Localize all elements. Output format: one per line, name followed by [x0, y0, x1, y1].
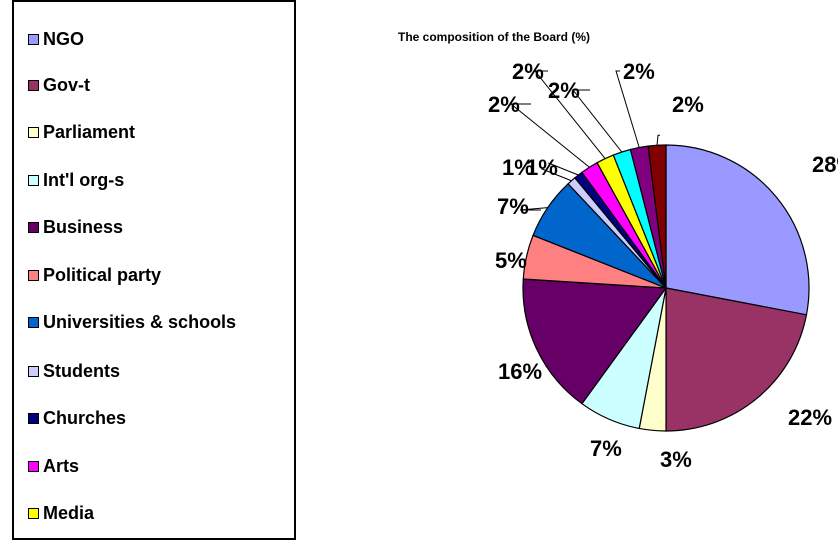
leader-line [656, 134, 661, 146]
legend-label: Churches [43, 407, 127, 428]
legend-item: Media [28, 502, 94, 524]
data-label: 2% [512, 59, 544, 84]
legend-item: Gov-t [28, 74, 90, 96]
data-label: 2% [488, 92, 520, 117]
chart-title: The composition of the Board (%) [398, 30, 590, 44]
leader-line [509, 103, 590, 168]
legend-item: NGO [28, 28, 84, 50]
legend-swatch [28, 174, 39, 186]
legend-label: Political party [43, 264, 162, 285]
data-label: 2% [548, 78, 580, 103]
legend-swatch [28, 126, 39, 138]
legend-swatch [28, 33, 39, 45]
pie-slice [665, 287, 808, 432]
legend-item: Churches [28, 407, 126, 429]
legend-label: NGO [43, 28, 85, 49]
legend-item: Political party [28, 264, 161, 286]
legend-swatch [28, 269, 39, 281]
pie-slice [522, 278, 668, 405]
legend-label: Arts [43, 455, 80, 476]
leader-line [533, 70, 606, 159]
legend-label: Media [43, 502, 95, 523]
data-label: 16% [498, 359, 542, 384]
data-label: 1% [526, 155, 558, 180]
legend-item: Arts [28, 455, 79, 477]
legend-item: Universities & schools [28, 311, 236, 333]
data-label: 3% [660, 447, 692, 472]
pie-chart: 28%22%3%7%16%5%7%1%1%2%2%2%2%2% [488, 59, 838, 472]
data-label: 28% [812, 152, 838, 177]
legend-swatch [28, 460, 39, 472]
data-label: 7% [497, 194, 529, 219]
pie-slice [647, 144, 667, 289]
chart-legend: NGO Gov-t Parliament Int'l org-s Business Pol… [12, 0, 296, 540]
legend-label: Gov-t [43, 74, 90, 95]
legend-item: Parliament [28, 121, 135, 143]
data-label: 2% [672, 92, 704, 117]
legend-swatch [28, 507, 39, 519]
data-label: 7% [590, 436, 622, 461]
legend-label: Int'l org-s [43, 169, 125, 190]
legend-swatch [28, 316, 39, 328]
data-label: 2% [623, 59, 655, 84]
legend-label: Students [43, 360, 121, 381]
legend-swatch [28, 79, 39, 91]
legend-item: Business [28, 216, 123, 238]
legend-item: Int'l org-s [28, 169, 124, 191]
leader-line [548, 162, 579, 176]
leader-line [541, 168, 572, 182]
data-label: 22% [788, 405, 832, 430]
data-label: 5% [495, 248, 527, 273]
legend-item: Students [28, 360, 120, 382]
leader-line [615, 70, 640, 148]
data-label: 1% [502, 155, 534, 180]
leader-line [571, 89, 623, 153]
legend-label: Parliament [43, 121, 136, 142]
legend-swatch [28, 365, 39, 377]
legend-label: Universities & schools [43, 311, 237, 332]
legend-label: Business [43, 216, 124, 237]
legend-swatch [28, 221, 39, 233]
legend-swatch [28, 412, 39, 424]
pie-slice [665, 144, 810, 316]
leader-line [519, 207, 548, 211]
